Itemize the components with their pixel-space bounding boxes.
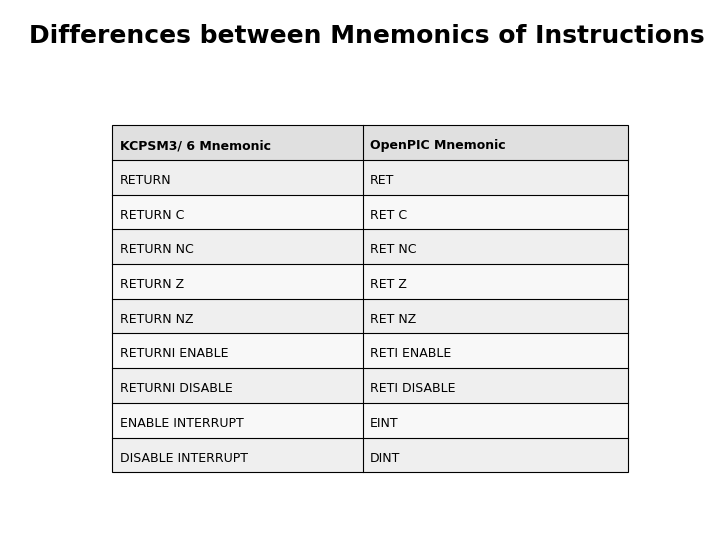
Text: RETURN NZ: RETURN NZ <box>120 313 193 326</box>
Text: RETURN C: RETURN C <box>120 208 184 221</box>
Bar <box>112 403 363 437</box>
Text: RETURN: RETURN <box>120 174 171 187</box>
Text: RETURNI ENABLE: RETURNI ENABLE <box>120 347 228 361</box>
Bar <box>363 333 629 368</box>
Text: RET Z: RET Z <box>370 278 407 291</box>
Text: KCPSM3/ 6 Mnemonic: KCPSM3/ 6 Mnemonic <box>120 139 271 152</box>
Bar <box>112 264 363 299</box>
Text: EINT: EINT <box>370 417 399 430</box>
Text: RET NZ: RET NZ <box>370 313 416 326</box>
Text: RETURN Z: RETURN Z <box>120 278 184 291</box>
Bar <box>363 403 629 437</box>
Text: DINT: DINT <box>370 451 400 464</box>
Text: Differences between Mnemonics of Instructions: Differences between Mnemonics of Instruc… <box>29 24 704 48</box>
Text: OpenPIC Mnemonic: OpenPIC Mnemonic <box>370 139 505 152</box>
Text: RET C: RET C <box>370 208 407 221</box>
Bar <box>112 299 363 333</box>
Bar <box>363 125 629 160</box>
Bar <box>112 368 363 403</box>
Text: DISABLE INTERRUPT: DISABLE INTERRUPT <box>120 451 248 464</box>
Text: RETURN NC: RETURN NC <box>120 244 194 256</box>
Bar <box>363 368 629 403</box>
Bar <box>112 194 363 230</box>
Bar <box>363 160 629 194</box>
Text: RETI DISABLE: RETI DISABLE <box>370 382 456 395</box>
Text: ENABLE INTERRUPT: ENABLE INTERRUPT <box>120 417 243 430</box>
Text: RETI ENABLE: RETI ENABLE <box>370 347 451 361</box>
Bar <box>363 194 629 230</box>
Bar <box>112 125 629 472</box>
Text: RETURNI DISABLE: RETURNI DISABLE <box>120 382 233 395</box>
Bar <box>112 230 363 264</box>
Text: RET NC: RET NC <box>370 244 416 256</box>
Bar <box>112 125 363 160</box>
Bar <box>112 437 363 472</box>
Bar <box>363 264 629 299</box>
Text: RET: RET <box>370 174 395 187</box>
Bar <box>112 160 363 194</box>
Bar <box>363 437 629 472</box>
Bar <box>363 230 629 264</box>
Bar <box>112 333 363 368</box>
Bar <box>363 299 629 333</box>
